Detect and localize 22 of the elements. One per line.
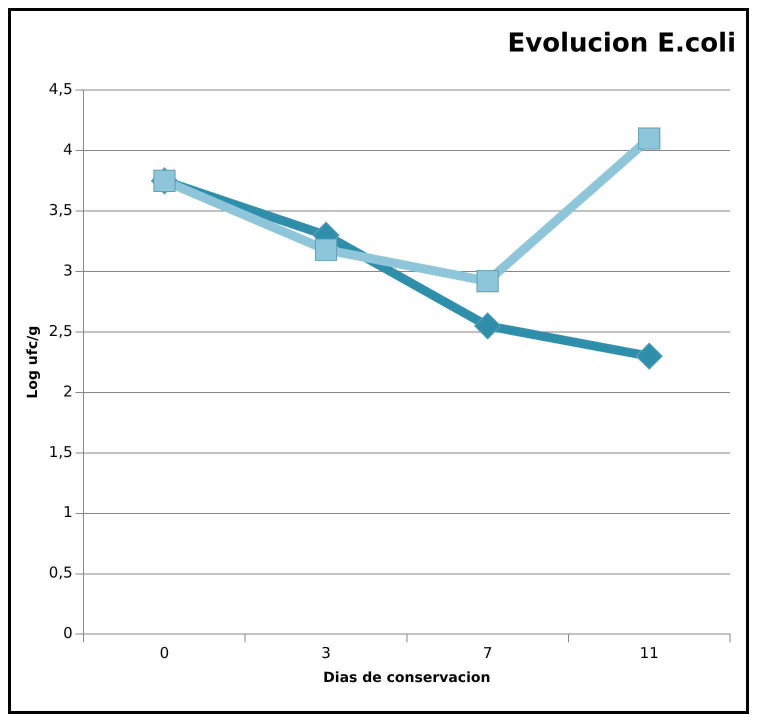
- y-tick-label: 1: [63, 503, 73, 522]
- point: [638, 127, 660, 150]
- x-tick-label: 3: [321, 644, 331, 662]
- y-tick-label: 2: [63, 382, 73, 400]
- y-tick-label: 0,5: [48, 564, 73, 582]
- chart-title: Evolucion E.coli: [508, 28, 736, 58]
- y-tick-label: 3: [63, 261, 73, 280]
- x-axis-title: Dias de conservacion: [323, 670, 490, 686]
- y-tick-label: 2,5: [48, 322, 73, 340]
- x-tick-label: 7: [482, 644, 492, 662]
- y-axis-title: Log ufc/g: [25, 326, 42, 399]
- point: [474, 312, 502, 340]
- point: [314, 238, 338, 261]
- x-tick-label: 11: [640, 644, 659, 662]
- point: [636, 342, 663, 370]
- y-tick-label: 1,5: [48, 442, 73, 461]
- x-tick-label: 0: [160, 644, 170, 662]
- y-tick-label: 4: [63, 140, 73, 159]
- point: [476, 270, 499, 292]
- y-tick-label: 3,5: [48, 200, 73, 219]
- y-tick-label: 0: [63, 624, 73, 642]
- y-tick-label: 4,5: [48, 80, 73, 98]
